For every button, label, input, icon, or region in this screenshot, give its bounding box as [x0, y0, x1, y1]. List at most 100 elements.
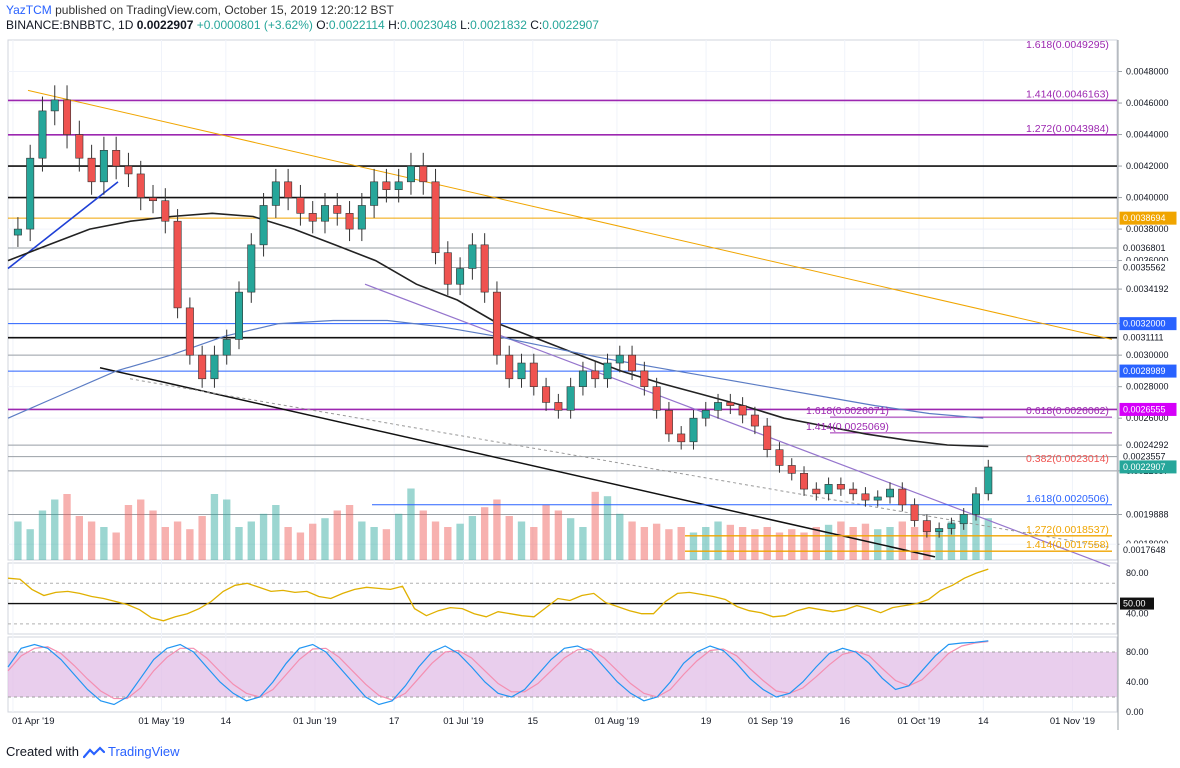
volume-bar	[505, 516, 513, 560]
time-tick-label: 01 Jul '19	[443, 716, 483, 727]
volume-bar	[419, 510, 427, 560]
volume-bar	[960, 516, 968, 560]
price-tag-label: 0.0023557	[1123, 452, 1166, 462]
candle	[50, 99, 59, 112]
price-tag-box	[1119, 211, 1177, 225]
open-value: 0.0022114	[328, 18, 385, 32]
price-tick-label: 0.0040000	[1126, 193, 1169, 203]
rsi-level-tag-box	[1120, 597, 1154, 610]
stoch-tick-label: 0.00	[1126, 707, 1144, 717]
volume-bar	[124, 505, 133, 560]
candle	[935, 528, 944, 532]
candle	[235, 291, 243, 340]
candle	[99, 150, 108, 183]
candle	[173, 220, 182, 309]
volume-bar	[51, 499, 59, 560]
fib-label: 1.414(0.0017558)	[1026, 539, 1109, 551]
candle	[124, 165, 133, 175]
candle	[750, 414, 759, 427]
volume-bar	[603, 496, 612, 560]
volume-bar	[824, 524, 833, 560]
candle	[542, 386, 551, 403]
candle	[554, 402, 563, 411]
price-change: +0.0000801 (+3.62%)	[196, 18, 313, 32]
price-tick-label: 0.0048000	[1126, 67, 1169, 77]
volume-bar	[75, 516, 84, 560]
candle	[910, 504, 919, 521]
symbol-label: BINANCE:BNBBTC, 1D	[6, 18, 134, 32]
rsi-tick-label: 50.00	[1123, 599, 1146, 609]
volume-bar	[714, 521, 722, 560]
author-link[interactable]: YazTCM	[6, 3, 52, 17]
volume-bar	[898, 521, 906, 560]
candle	[726, 402, 735, 406]
volume-bar	[444, 527, 452, 560]
candle	[370, 181, 379, 206]
high-label: H:	[388, 18, 401, 32]
price-tag-box	[1119, 543, 1177, 557]
price-tag-box	[1119, 364, 1177, 378]
volume-bar	[14, 521, 22, 560]
volume-bar	[87, 521, 96, 560]
candle	[615, 354, 624, 364]
time-tick-label: 01 May '19	[138, 716, 184, 727]
volume-bar	[468, 516, 477, 560]
volume-bar	[38, 510, 47, 560]
volume-bar	[665, 529, 673, 560]
descending-trendline-orange	[27, 89, 1113, 340]
candle	[677, 433, 686, 443]
candle	[443, 252, 452, 285]
candle	[640, 370, 649, 387]
volume-bar	[309, 523, 317, 560]
volume-bar	[886, 527, 894, 560]
candle	[787, 465, 796, 474]
volume-bar	[296, 532, 305, 560]
volume-bar	[173, 521, 182, 560]
candle	[873, 496, 882, 501]
price-tag-box	[1119, 261, 1177, 275]
stoch-d-line	[7, 640, 989, 701]
volume-bar	[198, 516, 206, 560]
candle	[529, 362, 538, 387]
time-tick-label: 01 Apr '19	[12, 716, 55, 727]
time-tick-label: 01 Nov '19	[1050, 716, 1095, 727]
price-tag-label: 0.0032000	[1123, 319, 1166, 329]
price-tag-label: 0.0035562	[1123, 263, 1166, 273]
tradingview-brand[interactable]: TradingView	[108, 744, 180, 759]
candle	[149, 197, 158, 202]
price-tag-label: 0.0028989	[1123, 366, 1166, 376]
candle	[161, 200, 170, 222]
volume-bar	[702, 527, 710, 560]
volume-bar	[542, 505, 550, 560]
volume-bar	[788, 529, 796, 560]
candle	[763, 425, 772, 450]
candle	[738, 405, 747, 416]
volume-bar	[517, 521, 526, 560]
candle	[947, 523, 956, 529]
volume-bar	[935, 529, 943, 560]
price-tag-label: 0.0031111	[1123, 333, 1164, 343]
volume-bar	[554, 510, 563, 560]
volume-bar	[763, 527, 771, 560]
time-tick-label: 01 Aug '19	[595, 716, 640, 727]
candle	[406, 165, 415, 183]
candle	[492, 291, 501, 356]
volume-bar	[112, 532, 120, 560]
median-dashed-line	[129, 378, 1111, 548]
price-tag-label: 0.0022907	[1123, 462, 1166, 472]
price-tick-label: 0.0019888	[1126, 509, 1169, 519]
time-tick-label: 15	[528, 716, 539, 727]
fib-label: 1.414(0.0025069)	[806, 421, 889, 433]
close-label: C:	[530, 18, 543, 32]
volume-bar	[984, 518, 992, 560]
volume-bar	[480, 507, 489, 560]
rsi-tick-label: 40.00	[1126, 609, 1149, 619]
volume-bar	[370, 527, 378, 560]
candle	[357, 205, 366, 230]
candle	[972, 493, 980, 515]
price-tag-box	[1119, 460, 1177, 474]
price-tag-box	[1119, 402, 1177, 416]
volume-bar	[640, 527, 649, 560]
candle	[247, 244, 256, 293]
